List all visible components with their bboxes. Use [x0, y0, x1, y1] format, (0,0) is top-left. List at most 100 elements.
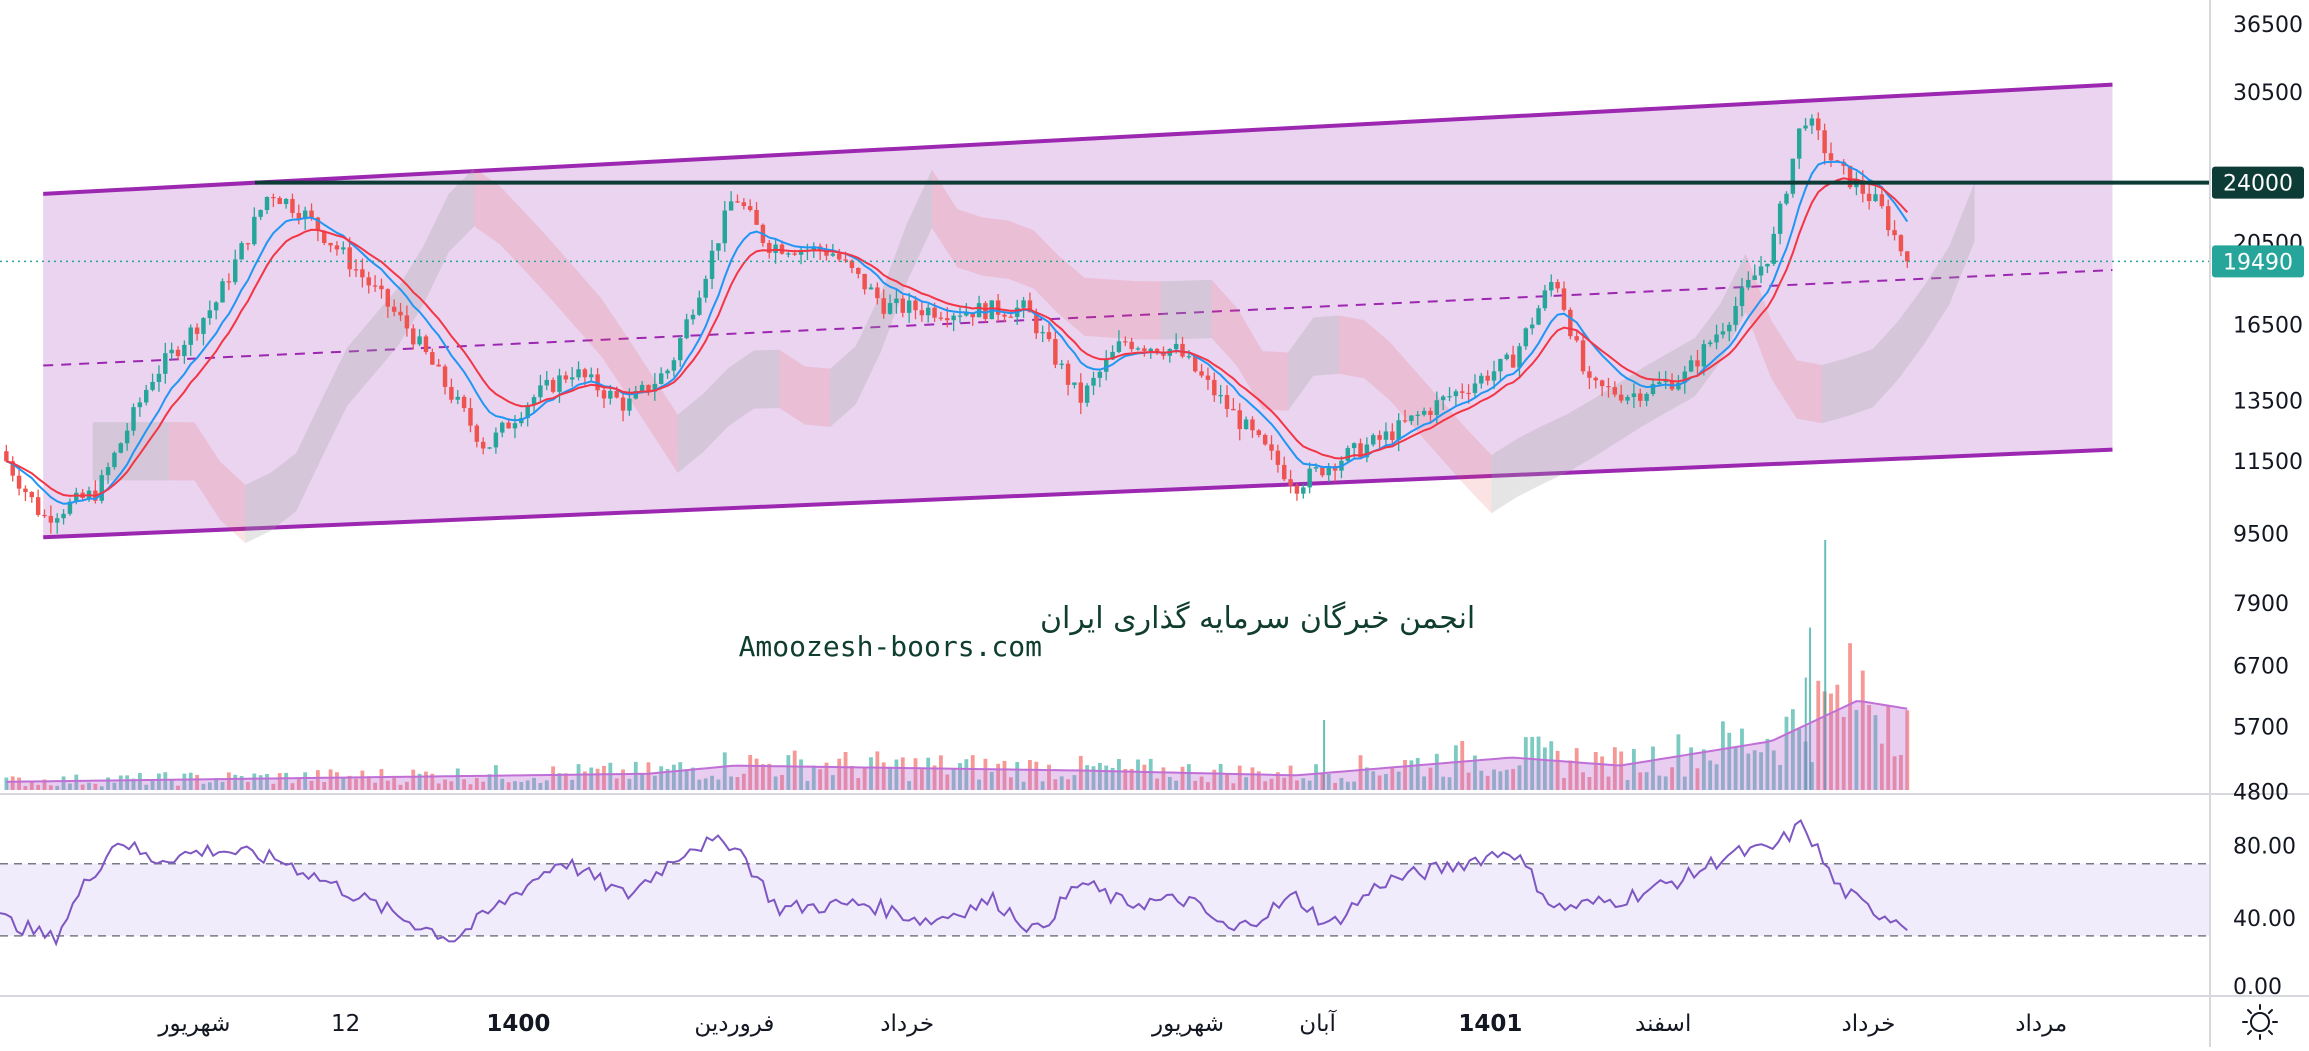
candle-body [1549, 282, 1554, 291]
volume-bar [875, 751, 880, 790]
candle-body [697, 297, 702, 315]
candle-body [1110, 351, 1115, 360]
candle-body [449, 386, 454, 400]
candle-body [1212, 379, 1217, 396]
volume-bar [595, 768, 600, 790]
volume-bar [1034, 761, 1039, 790]
candle-body [1720, 331, 1726, 335]
candle-body [1358, 443, 1363, 458]
candle-body [925, 307, 931, 316]
candle-body [290, 198, 295, 214]
volume-bar [1771, 750, 1776, 790]
volume-bar [716, 779, 721, 790]
x-tick-label: مرداد [2015, 1011, 2067, 1037]
volume-bar [538, 783, 543, 790]
volume-bar [1695, 768, 1700, 790]
candle-body [461, 396, 467, 409]
sun-gear-icon[interactable] [2242, 1004, 2278, 1040]
x-tick-label: فروردین [694, 1011, 774, 1037]
candle-body [468, 408, 473, 426]
volume-bar [1301, 778, 1306, 790]
volume-bar [1142, 764, 1147, 790]
candle-body [1021, 300, 1026, 308]
rsi-band [0, 863, 2210, 936]
volume-bar [1091, 766, 1096, 790]
volume-bar [1860, 670, 1865, 790]
candle-body [1905, 251, 1910, 262]
candle-body [1752, 275, 1757, 280]
candle-body [722, 210, 727, 244]
volume-bar [989, 771, 994, 790]
candle-body [900, 298, 906, 313]
volume-bar [182, 773, 187, 790]
volume-bar [443, 779, 447, 790]
volume-bar [487, 774, 492, 790]
candle-body [124, 430, 130, 444]
volume-bar [1053, 779, 1058, 790]
volume-bar [544, 780, 549, 790]
cloud-segment [906, 169, 932, 283]
candle-body [1135, 348, 1141, 350]
volume-bar [1250, 767, 1255, 790]
candle-body [741, 202, 747, 207]
volume-bar [1384, 773, 1388, 790]
cloud-segment [1389, 341, 1416, 429]
volume-bar [1193, 780, 1198, 790]
volume-bar [1790, 709, 1795, 790]
volume-bar [678, 762, 683, 790]
volume-ma-line [6, 700, 1908, 783]
volume-bar [1625, 780, 1630, 790]
volume-bar [1396, 771, 1401, 790]
candle-body [1707, 342, 1713, 345]
volume-bar [697, 779, 702, 790]
candle-body [493, 432, 499, 448]
candle-body [1453, 391, 1459, 397]
volume-bar [290, 783, 295, 790]
volume-bar [1600, 756, 1605, 790]
y-tick-label: 11500 [2233, 450, 2303, 475]
cloud-segment [270, 453, 297, 531]
volume-bar [468, 784, 473, 790]
volume-spike [1323, 720, 1326, 790]
volume-bar [964, 759, 969, 790]
candle-body [1034, 312, 1039, 334]
volume-bar [373, 782, 378, 790]
volume-bar [252, 773, 257, 790]
x-tick-label: 1401 [1458, 1011, 1522, 1037]
candle-body [620, 397, 626, 411]
candle-body [1479, 375, 1484, 384]
candle-body [1142, 348, 1147, 351]
volume-bar [1097, 762, 1102, 790]
volume-bar [1504, 769, 1509, 790]
candle-body [601, 390, 607, 399]
volume-bar [1002, 760, 1007, 790]
volume-bar [1008, 777, 1013, 790]
candle-body [1129, 341, 1134, 350]
volume-bar [1530, 737, 1535, 790]
candle-body [608, 390, 613, 399]
candle-body [747, 206, 753, 210]
volume-bar [404, 781, 409, 790]
cloud-segment [1033, 230, 1060, 315]
volume-bar [493, 765, 498, 790]
candle-body [1491, 371, 1497, 381]
volume-bar [951, 768, 956, 790]
volume-bar [665, 769, 670, 790]
volume-bar [1854, 709, 1859, 790]
candle-body [487, 447, 492, 449]
price-label-box [2212, 166, 2304, 199]
volume-bar [1765, 738, 1770, 790]
candle-body [16, 475, 22, 489]
candle-body [1606, 386, 1611, 388]
candle-body [442, 366, 448, 387]
volume-bar [1848, 643, 1852, 790]
volume-bar [856, 778, 861, 790]
volume-bar [691, 767, 695, 790]
watermark-line1: انجمن خبرگان سرمایه گذاری ایران [1040, 601, 1475, 636]
candle-body [1084, 385, 1090, 403]
candle-body [4, 451, 9, 462]
candle-body [1250, 419, 1255, 431]
candle-body [1803, 125, 1808, 129]
